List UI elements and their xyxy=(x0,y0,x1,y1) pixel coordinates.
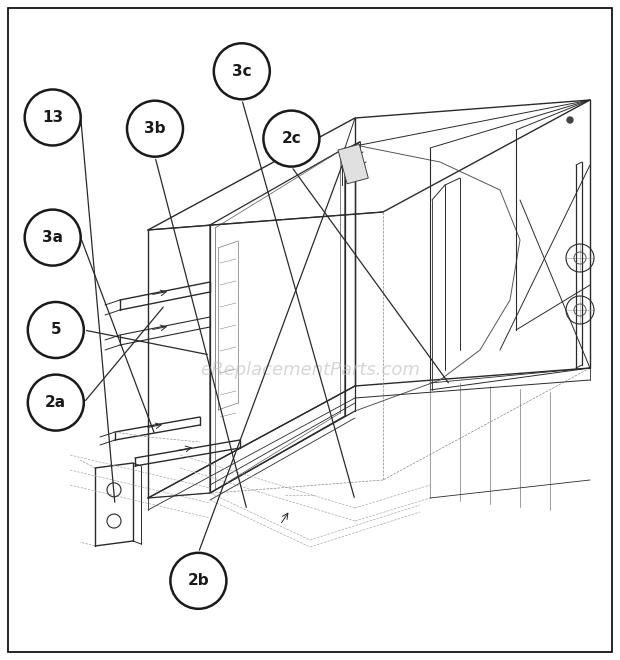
Bar xyxy=(338,145,368,183)
Circle shape xyxy=(567,117,573,123)
Text: 2b: 2b xyxy=(188,574,209,588)
Circle shape xyxy=(264,111,319,166)
Text: 2a: 2a xyxy=(45,395,66,410)
Text: 3a: 3a xyxy=(42,230,63,245)
Text: 13: 13 xyxy=(42,110,63,125)
Circle shape xyxy=(127,101,183,156)
Text: eReplacementParts.com: eReplacementParts.com xyxy=(200,361,420,379)
Text: 3b: 3b xyxy=(144,121,166,136)
Circle shape xyxy=(25,210,81,265)
Circle shape xyxy=(25,90,81,145)
Circle shape xyxy=(28,375,84,430)
Circle shape xyxy=(214,44,270,99)
Circle shape xyxy=(28,302,84,358)
Text: 2c: 2c xyxy=(281,131,301,146)
Text: 5: 5 xyxy=(50,323,61,337)
Circle shape xyxy=(170,553,226,609)
Text: 3c: 3c xyxy=(232,64,252,79)
